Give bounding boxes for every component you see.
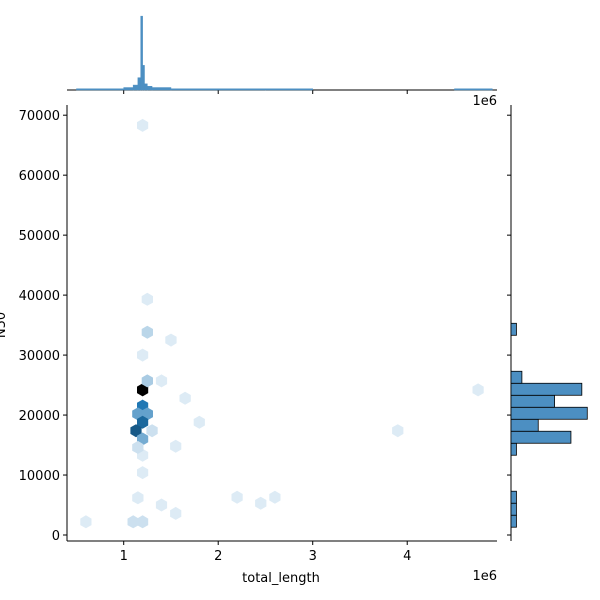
histogram-bar	[144, 83, 148, 91]
histogram-bar	[510, 370, 523, 384]
histogram-bar	[510, 502, 517, 516]
x-tick-label: 4	[403, 549, 411, 564]
hexbin-cell	[255, 496, 267, 510]
hexbin-cell	[137, 118, 149, 132]
y-tick-label: 60000	[19, 169, 60, 184]
hexbin-cell	[141, 292, 153, 306]
histogram-bar	[76, 88, 124, 91]
hexbin-cell	[170, 439, 182, 453]
y-tick-label: 20000	[19, 409, 60, 424]
y-tick-label: 30000	[19, 349, 60, 364]
hexbin-cell	[231, 490, 243, 504]
histogram-bar	[510, 406, 588, 420]
histogram-bar	[123, 87, 134, 91]
x-offset-label: 1e6	[472, 94, 497, 109]
histogram-bar	[142, 65, 145, 91]
hexbin-cell	[141, 325, 153, 339]
hexbin-cell	[146, 424, 158, 438]
hexbin-cell	[392, 424, 404, 438]
x-offset-label: 1e6	[472, 569, 497, 584]
hexbin-cell	[137, 466, 149, 480]
histogram-bar	[510, 382, 583, 396]
hexbin-cell	[155, 374, 168, 388]
histogram-bar	[132, 84, 139, 91]
histogram-bar	[151, 87, 172, 91]
x-tick-label: 2	[214, 549, 222, 564]
y-axis-label: N50	[0, 312, 9, 338]
hexbin-cell	[137, 515, 149, 529]
hexbin-cell	[132, 491, 144, 505]
y-tick-label: 50000	[19, 229, 60, 244]
hexbin-cell	[193, 415, 205, 429]
histogram-bar	[454, 88, 493, 91]
hexbin-cell	[472, 383, 484, 397]
hexbin-cell	[165, 333, 177, 347]
y-tick-label: 70000	[19, 109, 60, 124]
y-tick-label: 40000	[19, 289, 60, 304]
hexbin-cell	[170, 506, 182, 520]
histogram-bar	[217, 88, 266, 91]
histogram-bar	[265, 88, 313, 91]
hexbin-cell	[269, 490, 281, 504]
hexbin-cell	[137, 415, 149, 429]
hexbin-cell	[137, 348, 149, 362]
histogram-bar	[510, 514, 517, 528]
histogram-bar	[140, 15, 143, 91]
hexbin-cell	[141, 374, 153, 388]
hexbin-cell	[155, 498, 168, 512]
histogram-bar	[137, 77, 141, 91]
hexbin-cell	[130, 424, 142, 438]
histogram-bar	[510, 430, 572, 444]
hexbin-cell	[80, 515, 92, 529]
x-tick-label: 3	[309, 549, 317, 564]
hexbin-cell	[179, 391, 191, 405]
hexbin-cell	[127, 515, 139, 529]
y-tick-label: 10000	[19, 469, 60, 484]
y-tick-label: 0	[52, 529, 60, 544]
histogram-bar	[510, 322, 517, 336]
histogram-bar	[510, 442, 517, 456]
x-axis-label: total_length	[242, 571, 320, 586]
histogram-bar	[170, 88, 219, 91]
histogram-bar	[510, 418, 539, 432]
histogram-bar	[510, 490, 517, 504]
hexbin-cell	[132, 440, 144, 454]
hexbin-cell	[137, 383, 149, 397]
x-tick-label: 1	[120, 549, 128, 564]
histogram-bar	[510, 394, 555, 408]
histogram-bar	[147, 86, 153, 91]
